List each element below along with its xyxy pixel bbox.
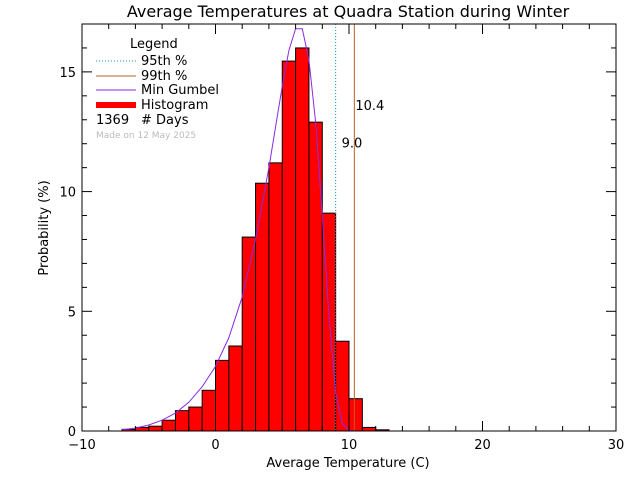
y-tick-label: 10 [59,186,76,201]
x-axis-ticks: −10 0 10 20 30 [68,24,624,453]
histogram-bar [174,410,190,432]
legend-item-gumbel: Min Gumbel [141,83,219,98]
histogram-bar [281,60,297,432]
gumbel-curve [121,28,363,432]
legend-item-histogram: Histogram [141,98,208,113]
legend-title: Legend [130,37,178,52]
x-axis-label: Average Temperature (C) [266,456,429,471]
histogram-bar [348,398,363,432]
legend-item-99: 99th % [141,69,187,84]
x-tick-label: 30 [608,438,625,453]
x-tick-label: −10 [68,438,95,453]
y-tick-label: 0 [68,425,76,440]
histogram-bar [335,340,350,432]
legend-day-count: 1369 [96,113,129,128]
histogram-bar [255,182,270,432]
legend-item-95: 95th % [141,54,187,69]
x-tick-label: 0 [211,438,219,453]
histogram-bar [308,121,323,432]
legend: Legend 95th % 99th % Min Gumbel Histogra… [96,37,219,141]
histogram-bar [148,425,163,432]
histogram-bar [295,47,310,432]
y-axis-label: Probability (%) [37,180,52,275]
percentile-95-label: 9.0 [342,136,363,151]
histogram-bar [228,345,243,432]
made-on-note: Made on 12 May 2025 [96,131,196,141]
percentile-99-label: 10.4 [355,99,384,114]
x-tick-label: 20 [474,438,491,453]
histogram-bar [361,426,377,432]
x-tick-label: 10 [341,438,358,453]
histogram-bar [188,406,203,432]
histogram-bar [201,389,216,432]
legend-days-label: # Days [141,113,189,128]
histogram-bar [215,359,230,432]
chart-title: Average Temperatures at Quadra Station d… [127,2,570,21]
y-axis-ticks: 0 5 10 15 [59,23,616,440]
y-tick-label: 5 [68,305,76,320]
y-tick-label: 15 [59,66,76,81]
histogram-bar [161,419,176,432]
histogram-bars [121,47,390,432]
histogram-bar [268,162,283,432]
